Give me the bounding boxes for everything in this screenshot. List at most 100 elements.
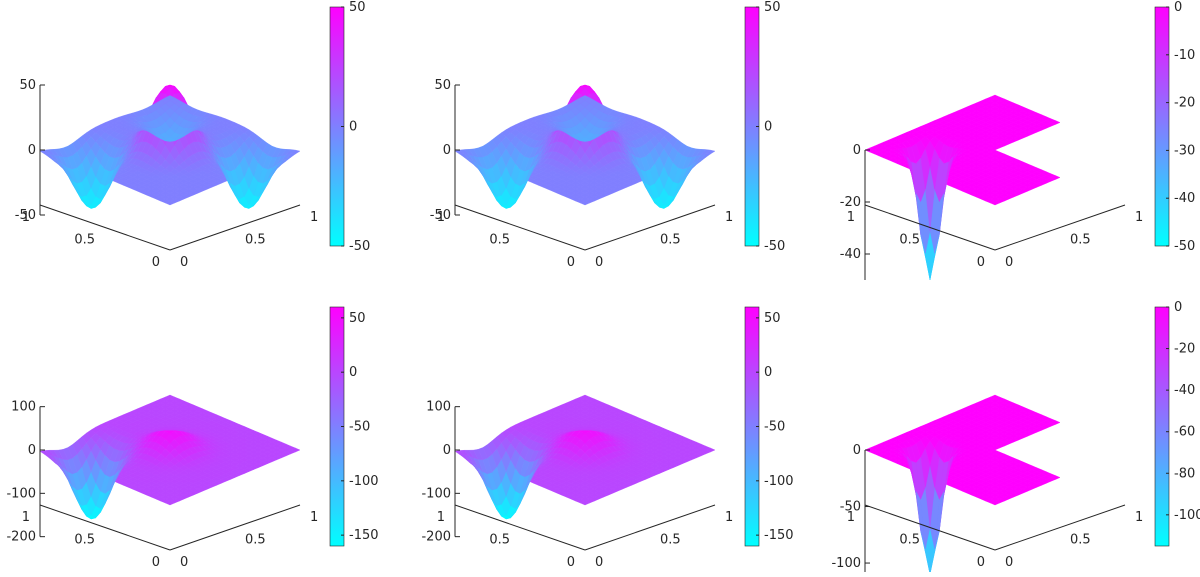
x-tick-label: 0 [977,555,985,570]
y-tick-label: 0 [1005,255,1013,270]
x-axis-line [454,504,586,551]
z-tick-label: -200 [421,530,451,545]
x-tick-label: 0 [152,255,160,270]
z-tick-label: -100 [831,556,861,571]
colorbar-tick-label: 50 [349,0,366,15]
colorbar-tick-label: -50 [1174,239,1195,254]
y-tick-label: 0 [1005,555,1013,570]
colorbar-tick-label: -50 [349,420,370,435]
z-tick-label: 0 [853,143,861,158]
x-tick-label: 0.5 [489,233,510,248]
colorbar-tick-label: -100 [1174,508,1200,523]
x-tick-label: 0.5 [74,533,95,548]
x-tick-label: 0 [977,255,985,270]
z-tick-label: 50 [19,78,36,93]
y-tick-label: 0.5 [245,533,266,548]
z-tick-label: -50 [15,208,36,223]
colorbar-tick-label: -10 [1174,48,1195,63]
y-tick-label: 1 [725,210,733,225]
surface-5 [454,394,716,520]
colorbar-tick-label: 0 [349,365,357,380]
colorbar-tick-label: 0 [764,365,772,380]
y-tick-label: 1 [1135,510,1143,525]
x-axis-line [454,204,586,251]
colorbar-tick-label: 0 [349,120,357,135]
z-tick-label: 0 [443,143,451,158]
y-tick-label: 1 [310,210,318,225]
colorbar-tick-label: -50 [349,239,370,254]
surface-patch [579,95,591,101]
x-tick-label: 1 [22,510,30,525]
x-tick-label: 1 [437,510,445,525]
x-tick-label: 0.5 [74,233,95,248]
z-tick-label: -100 [421,486,451,501]
x-tick-label: 0.5 [489,533,510,548]
subplot-3: 0 -20 -40 1 0.5 0 0 0.5 1 0 -10 -20 -30 -40 -50 [840,0,1195,281]
colorbar-tick-label: -100 [764,474,794,489]
x-tick-label: 0 [152,555,160,570]
y-tick-label: 1 [725,510,733,525]
x-axis-line [39,204,171,251]
y-tick-label: 0.5 [660,233,681,248]
x-tick-label: 1 [847,210,855,225]
y-tick-label: 1 [310,510,318,525]
y-tick-label: 0 [595,555,603,570]
colorbar-tick-label: 0 [764,120,772,135]
z-tick-label: -200 [6,530,36,545]
colorbar-tick-label: -40 [1174,191,1195,206]
y-axis-line [169,204,301,251]
colorbar-tick-label: -150 [764,528,794,543]
colorbar-tick-label: -150 [349,528,379,543]
z-tick-label: -50 [430,208,451,223]
x-tick-label: 0 [567,255,575,270]
colorbar-tick-label: 50 [764,311,781,326]
x-tick-label: 0.5 [899,533,920,548]
y-axis-line [994,504,1126,551]
colorbar-tick-label: -40 [1174,383,1195,398]
colorbar-tick-label: -20 [1174,96,1195,111]
y-tick-label: 0.5 [1070,533,1091,548]
colorbar-tick-label: 0 [1174,0,1182,15]
z-tick-label: 0 [443,443,451,458]
y-tick-label: 0 [180,555,188,570]
y-tick-label: 0.5 [245,233,266,248]
colorbar-tick-label: -20 [1174,342,1195,357]
x-tick-label: 1 [847,510,855,525]
surface-3 [864,94,1061,281]
x-tick-label: 1 [437,210,445,225]
surface-1 [39,84,301,209]
z-tick-label: 0 [28,443,36,458]
colorbar-tick-label: -30 [1174,143,1195,158]
y-tick-label: 0 [180,255,188,270]
surface-2 [454,84,716,209]
colorbar-tick-label: -50 [764,239,785,254]
subplot-4: 100 0 -100 -200 1 0.5 0 0 0.5 1 50 0 -50 -100 -150 [6,306,379,570]
z-tick-label: -20 [840,195,861,210]
colorbar-tick-label: -80 [1174,466,1195,481]
colorbar-tick-label: 0 [1174,300,1182,315]
colorbar-tick-label: -60 [1174,425,1195,440]
y-tick-label: 0.5 [660,533,681,548]
colorbar-tick-label: 50 [764,0,781,15]
y-axis-line [584,204,716,251]
x-tick-label: 0.5 [899,233,920,248]
surface-4 [39,394,301,520]
surface-patch [164,95,176,101]
subplot-5: 100 0 -100 -200 1 0.5 0 0 0.5 1 50 0 -50 -100 -150 [421,306,794,570]
y-tick-label: 1 [1135,210,1143,225]
x-axis-line [39,504,171,551]
z-tick-label: 100 [11,400,36,415]
z-tick-label: 0 [28,143,36,158]
x-tick-label: 0 [567,555,575,570]
colorbar-tick-label: -50 [764,420,785,435]
z-tick-label: 100 [426,400,451,415]
surface-patch [989,94,1001,100]
x-tick-label: 1 [22,210,30,225]
z-tick-label: 50 [434,78,451,93]
y-tick-label: 0.5 [1070,233,1091,248]
